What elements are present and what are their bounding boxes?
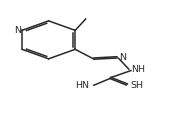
Text: HN: HN bbox=[75, 81, 89, 90]
Text: NH: NH bbox=[131, 65, 145, 74]
Text: N: N bbox=[119, 54, 126, 63]
Text: N: N bbox=[14, 26, 21, 35]
Text: SH: SH bbox=[130, 81, 143, 90]
